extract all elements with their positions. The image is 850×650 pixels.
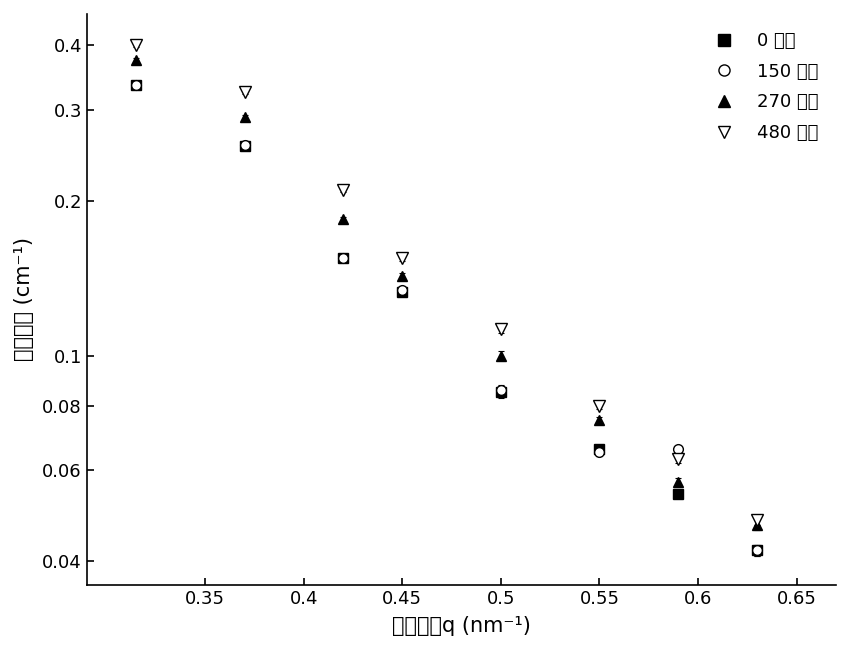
0 分钟 — [752, 547, 762, 554]
150 分钟 — [397, 287, 407, 294]
480 分钟 — [240, 88, 250, 96]
480 分钟 — [752, 517, 762, 525]
480 分钟 — [397, 254, 407, 261]
270 分钟 — [397, 272, 407, 280]
0 分钟 — [240, 142, 250, 150]
150 分钟 — [752, 547, 762, 554]
150 分钟 — [240, 141, 250, 149]
150 分钟 — [673, 445, 683, 453]
480 分钟 — [131, 42, 141, 49]
480 分钟 — [594, 402, 604, 410]
270 分钟 — [673, 478, 683, 486]
270 分钟 — [240, 113, 250, 121]
150 分钟 — [594, 448, 604, 456]
480 分钟 — [673, 456, 683, 463]
270 分钟 — [594, 417, 604, 424]
0 分钟 — [496, 389, 506, 396]
Line: 0 分钟: 0 分钟 — [131, 80, 762, 555]
270 分钟 — [496, 352, 506, 360]
270 分钟 — [131, 56, 141, 64]
0 分钟 — [131, 81, 141, 89]
480 分钟 — [496, 324, 506, 332]
Line: 270 分钟: 270 分钟 — [131, 55, 762, 530]
X-axis label: 散射矢量q (nm⁻¹): 散射矢量q (nm⁻¹) — [392, 616, 531, 636]
270 分钟 — [752, 521, 762, 529]
150 分钟 — [496, 386, 506, 394]
0 分钟 — [338, 254, 348, 261]
Line: 150 分钟: 150 分钟 — [131, 80, 762, 555]
0 分钟 — [673, 490, 683, 498]
270 分钟 — [338, 215, 348, 223]
Legend: 0 分钟, 150 分钟, 270 分钟, 480 分钟: 0 分钟, 150 分钟, 270 分钟, 480 分钟 — [697, 23, 827, 151]
480 分钟 — [338, 186, 348, 194]
150 分钟 — [338, 254, 348, 261]
150 分钟 — [131, 81, 141, 89]
0 分钟 — [397, 288, 407, 296]
Y-axis label: 散射强度 (cm⁻¹): 散射强度 (cm⁻¹) — [14, 237, 34, 361]
0 分钟 — [594, 445, 604, 453]
Line: 480 分钟: 480 分钟 — [131, 40, 762, 526]
